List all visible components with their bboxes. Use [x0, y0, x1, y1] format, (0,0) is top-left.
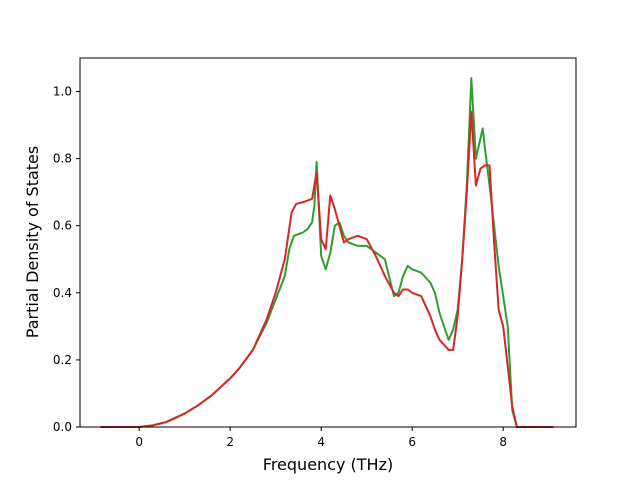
y-tick-label: 0.0 [53, 420, 72, 434]
series-layer [100, 77, 554, 428]
y-tick-label: 0.8 [53, 152, 72, 166]
x-tick-label: 6 [408, 435, 416, 449]
plot-area [80, 58, 576, 427]
series-line-2 [100, 110, 554, 428]
y-tick-label: 0.4 [53, 286, 72, 300]
x-axis-label: Frequency (THz) [263, 455, 393, 474]
y-tick-label: 0.6 [53, 219, 72, 233]
x-tick-label: 4 [317, 435, 325, 449]
x-axis: 0 2 4 6 8 [135, 427, 507, 449]
x-tick-label: 2 [226, 435, 234, 449]
axes-frame [79, 57, 577, 428]
x-tick-label: 0 [135, 435, 143, 449]
y-tick-label: 1.0 [53, 85, 72, 99]
y-axis: 0.0 0.2 0.4 0.6 0.8 1.0 [53, 85, 80, 434]
x-tick-label: 8 [499, 435, 507, 449]
y-tick-label: 0.2 [53, 353, 72, 367]
y-axis-label: Partial Density of States [23, 146, 42, 338]
